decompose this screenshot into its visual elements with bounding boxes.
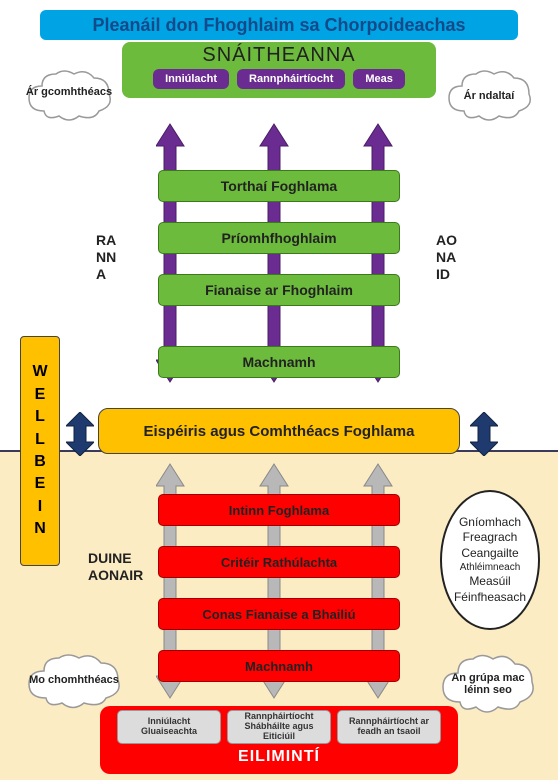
oval-item: Athléimneach bbox=[460, 561, 521, 574]
strand-pill: Meas bbox=[353, 69, 405, 89]
green-bar: Fianaise ar Fhoghlaim bbox=[158, 274, 400, 306]
wellbeing-box: WELLBEIN bbox=[20, 336, 60, 566]
cloud-label: Mo chomhthéacs bbox=[24, 674, 124, 686]
cloud-top-right: Ár ndaltaí bbox=[444, 66, 534, 126]
strand-pill: Rannpháirtíocht bbox=[237, 69, 345, 89]
red-bar: Conas Fianaise a Bhailiú bbox=[158, 598, 400, 630]
title-text: Pleanáil don Fhoghlaim sa Chorpoideachas bbox=[92, 15, 465, 36]
green-bar: Torthaí Foghlama bbox=[158, 170, 400, 202]
side-label-aonaid: AONAID bbox=[436, 232, 470, 282]
elements-row: Inniúlacht Gluaiseachta Rannpháirtíocht … bbox=[117, 710, 441, 744]
red-bar: Critéir Rathúlachta bbox=[158, 546, 400, 578]
elements-title: EILIMINTÍ bbox=[238, 748, 320, 766]
side-label-ranna: RANNA bbox=[96, 232, 130, 282]
oval-item: Measúil bbox=[469, 574, 510, 590]
navy-arrow-right bbox=[470, 412, 498, 456]
cloud-top-left: Ár gcomhthéacs bbox=[24, 66, 114, 126]
cloud-label: Ár gcomhthéacs bbox=[24, 86, 114, 98]
oval-item: Ceangailte bbox=[461, 546, 518, 562]
title-bar: Pleanáil don Fhoghlaim sa Chorpoideachas bbox=[40, 10, 518, 40]
strands-row: Inniúlacht Rannpháirtíocht Meas bbox=[153, 69, 405, 89]
strand-pill: Inniúlacht bbox=[153, 69, 229, 89]
wellbeing-text: W bbox=[32, 361, 47, 383]
element-pill: Rannpháirtíocht Shábháilte agus Eiticiúi… bbox=[227, 710, 331, 744]
oval-item: Féinfheasach bbox=[454, 590, 526, 606]
qualities-oval: Gníomhach Freagrach Ceangailte Athléimne… bbox=[440, 490, 540, 630]
red-bar: Intinn Foghlama bbox=[158, 494, 400, 526]
green-bar: Príomhfhoghlaim bbox=[158, 222, 400, 254]
elements-box: Inniúlacht Gluaiseachta Rannpháirtíocht … bbox=[100, 706, 458, 774]
oval-item: Freagrach bbox=[463, 530, 518, 546]
yellow-bar: Eispéiris agus Comhthéacs Foghlama bbox=[98, 408, 460, 454]
strands-title: SNÁITHEANNA bbox=[202, 44, 355, 67]
element-pill: Inniúlacht Gluaiseachta bbox=[117, 710, 221, 744]
navy-arrow-left bbox=[66, 412, 94, 456]
cloud-label: An grúpa mac léinn seo bbox=[438, 672, 538, 696]
side-label-duine: DUINEAONAIR bbox=[88, 550, 158, 584]
cloud-label: Ár ndaltaí bbox=[444, 90, 534, 102]
oval-item: Gníomhach bbox=[459, 515, 521, 531]
cloud-bottom-left: Mo chomhthéacs bbox=[24, 650, 124, 714]
strands-box: SNÁITHEANNA Inniúlacht Rannpháirtíocht M… bbox=[122, 42, 436, 98]
element-pill: Rannpháirtíocht ar feadh an tsaoil bbox=[337, 710, 441, 744]
red-bar: Machnamh bbox=[158, 650, 400, 682]
green-bar: Machnamh bbox=[158, 346, 400, 378]
